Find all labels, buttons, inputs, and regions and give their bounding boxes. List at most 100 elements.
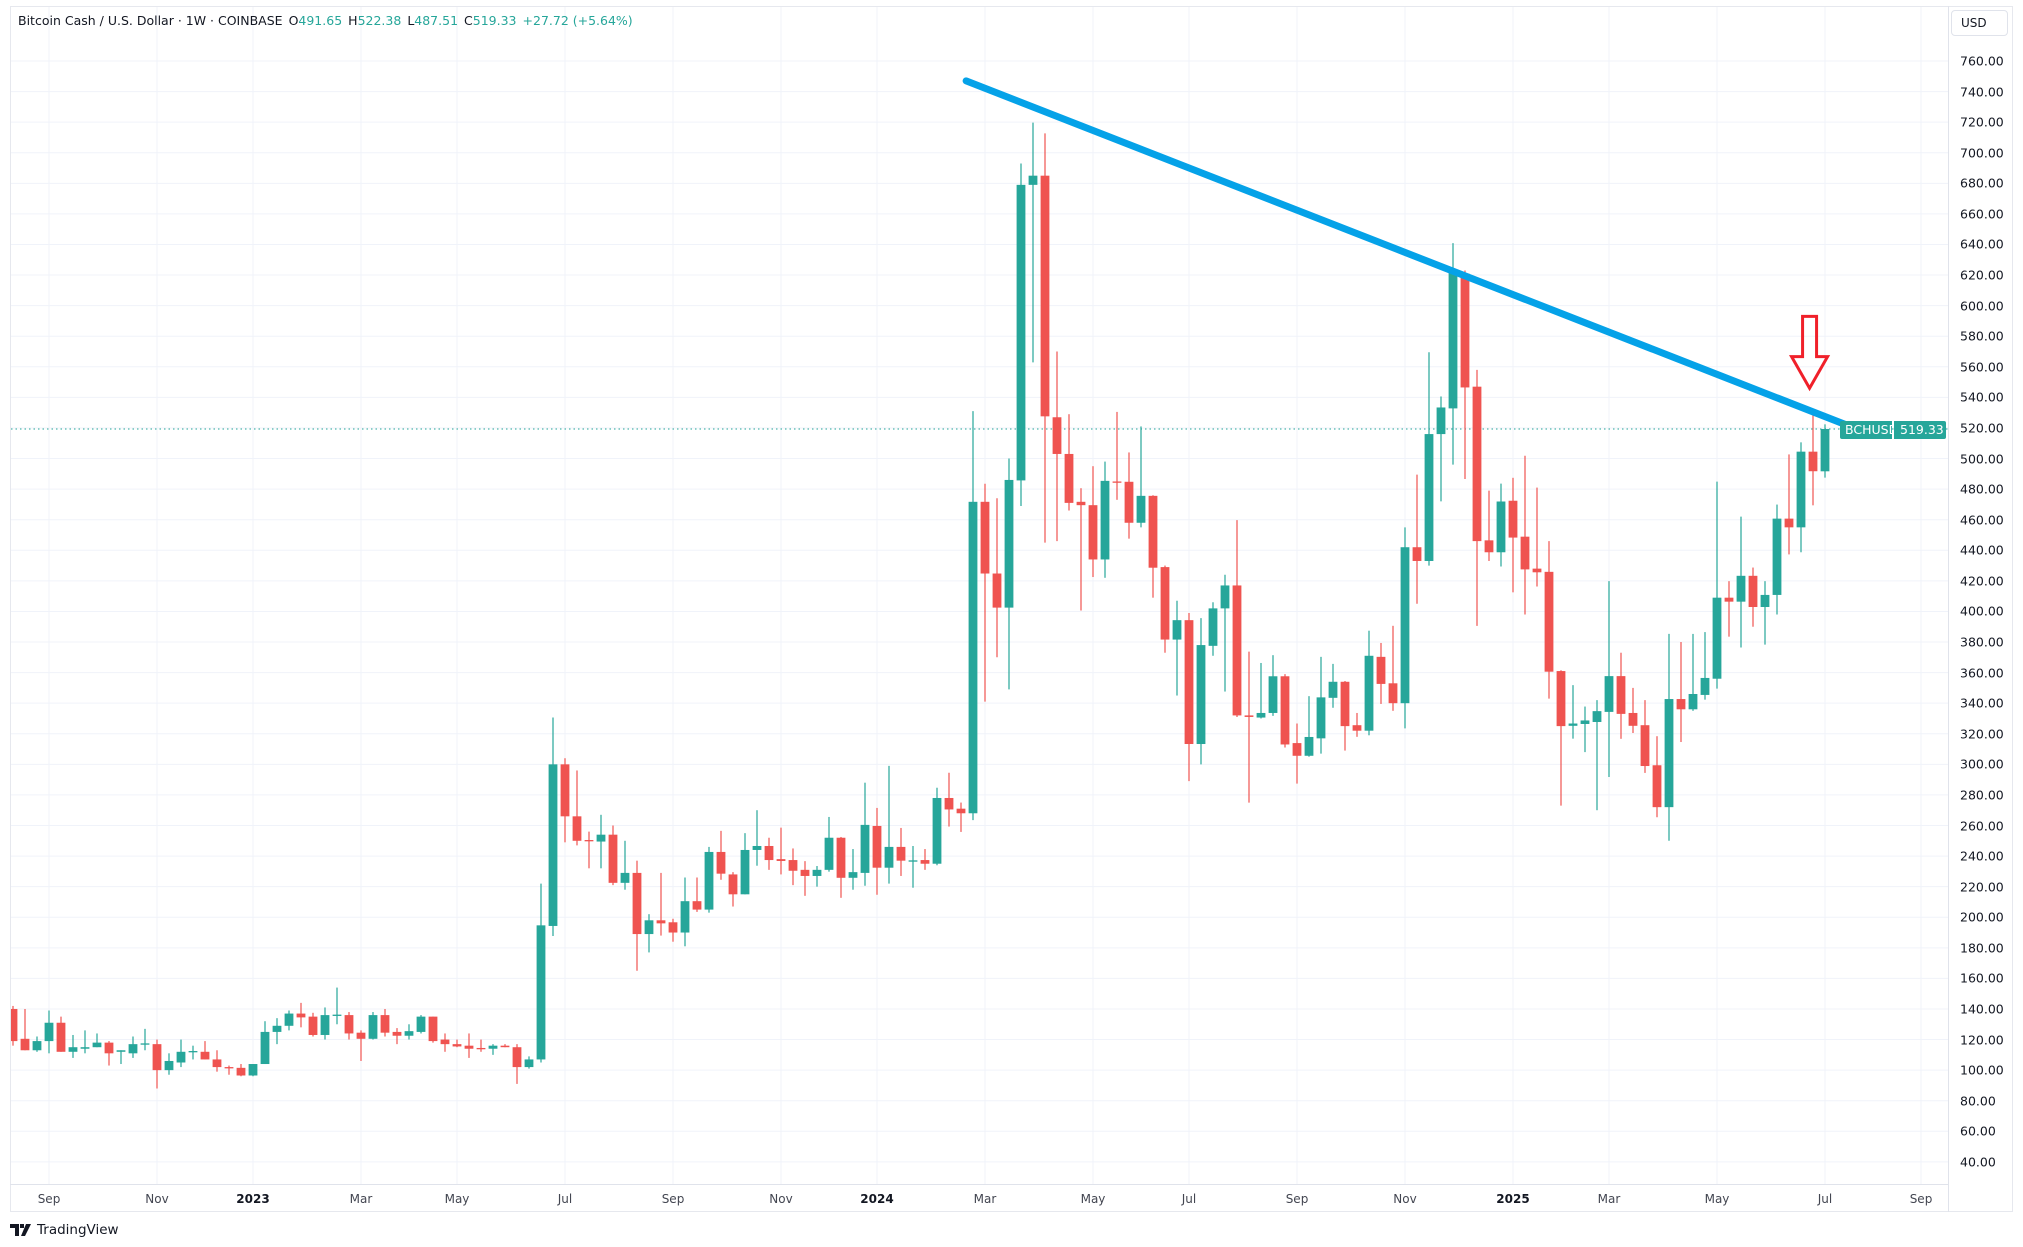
candle-up[interactable] — [704, 846, 714, 913]
candle-up[interactable] — [884, 765, 894, 884]
candle-down[interactable] — [152, 1039, 162, 1089]
candle-down[interactable] — [668, 918, 678, 942]
candle-up[interactable] — [932, 787, 942, 866]
candle-up[interactable] — [536, 883, 546, 1063]
candle-down[interactable] — [1532, 487, 1542, 587]
candle-down[interactable] — [1088, 466, 1098, 578]
candle-up[interactable] — [1712, 481, 1722, 689]
candle-down[interactable] — [944, 772, 954, 827]
candle-down[interactable] — [728, 872, 738, 907]
candle-up[interactable] — [1136, 426, 1146, 528]
candle-down[interactable] — [1472, 369, 1482, 626]
candle-down[interactable] — [512, 1044, 522, 1084]
candle-down[interactable] — [956, 802, 966, 832]
candle-down[interactable] — [1064, 414, 1074, 511]
candle-up[interactable] — [848, 849, 858, 890]
candle-down[interactable] — [104, 1041, 114, 1066]
candle-down[interactable] — [308, 1012, 318, 1037]
candle-up[interactable] — [812, 866, 822, 887]
candle-down[interactable] — [1376, 642, 1386, 704]
candle-up[interactable] — [680, 877, 690, 947]
candle-down[interactable] — [692, 877, 702, 912]
candle-up[interactable] — [752, 810, 762, 866]
candle-up[interactable] — [908, 845, 918, 888]
candle-down[interactable] — [1124, 452, 1134, 539]
candle-up[interactable] — [1364, 630, 1374, 736]
candle-up[interactable] — [80, 1030, 90, 1054]
candle-down[interactable] — [1616, 652, 1626, 739]
candle-down[interactable] — [56, 1016, 66, 1052]
candle-up[interactable] — [488, 1044, 498, 1055]
candle-up[interactable] — [92, 1033, 102, 1048]
candle-down[interactable] — [608, 825, 618, 886]
candle-down[interactable] — [764, 837, 774, 870]
candle-down[interactable] — [224, 1065, 234, 1075]
candle-down[interactable] — [344, 1012, 354, 1040]
candle-up[interactable] — [1256, 662, 1266, 719]
candle-up[interactable] — [1688, 633, 1698, 711]
candle-down[interactable] — [920, 849, 930, 870]
candle-down[interactable] — [20, 1008, 30, 1051]
candle-up[interactable] — [272, 1018, 282, 1045]
candle-down[interactable] — [800, 861, 810, 896]
candle-up[interactable] — [1496, 483, 1506, 567]
candle-down[interactable] — [1520, 455, 1530, 615]
candle-up[interactable] — [644, 914, 654, 953]
candle-up[interactable] — [1760, 581, 1770, 645]
candle-up[interactable] — [524, 1056, 534, 1069]
candle-up[interactable] — [176, 1039, 186, 1068]
candle-down[interactable] — [1280, 674, 1290, 748]
candle-down[interactable] — [1160, 565, 1170, 653]
candle-down[interactable] — [1784, 454, 1794, 555]
candle-down[interactable] — [1544, 541, 1554, 699]
candle-up[interactable] — [1592, 700, 1602, 811]
candle-up[interactable] — [320, 1007, 330, 1040]
candle-down[interactable] — [788, 848, 798, 886]
candle-down[interactable] — [476, 1039, 486, 1052]
candle-up[interactable] — [1016, 163, 1026, 506]
candle-up[interactable] — [416, 1015, 426, 1034]
candle-up[interactable] — [1220, 574, 1230, 692]
candle-up[interactable] — [248, 1064, 258, 1077]
trendline[interactable] — [962, 77, 1872, 437]
candle-up[interactable] — [1820, 424, 1830, 478]
candle-up[interactable] — [740, 833, 750, 895]
candle-down[interactable] — [1412, 474, 1422, 604]
candle-up[interactable] — [284, 1010, 294, 1031]
candle-up[interactable] — [1028, 122, 1038, 363]
candle-down[interactable] — [992, 498, 1002, 658]
candle-up[interactable] — [1664, 633, 1674, 841]
candle-up[interactable] — [44, 1010, 54, 1054]
candle-down[interactable] — [1292, 723, 1302, 784]
candle-down[interactable] — [1460, 270, 1470, 480]
candle-down[interactable] — [1556, 670, 1566, 806]
candle-down[interactable] — [716, 830, 726, 880]
candle-up[interactable] — [140, 1028, 150, 1051]
candle-down[interactable] — [1652, 736, 1662, 818]
candle-down[interactable] — [656, 872, 666, 936]
candle-down[interactable] — [1076, 488, 1086, 611]
candle-up[interactable] — [68, 1034, 78, 1058]
candle-down[interactable] — [1484, 490, 1494, 561]
candle-down[interactable] — [632, 860, 642, 971]
candle-down[interactable] — [428, 1016, 438, 1043]
candle-up[interactable] — [1304, 696, 1314, 757]
candle-up[interactable] — [332, 987, 342, 1025]
candle-down[interactable] — [1628, 687, 1638, 733]
candle-down[interactable] — [296, 1002, 306, 1028]
candle-up[interactable] — [116, 1050, 126, 1065]
candle-up[interactable] — [1772, 504, 1782, 615]
candle-down[interactable] — [560, 758, 570, 843]
candle-up[interactable] — [1196, 618, 1206, 765]
candle-up[interactable] — [188, 1045, 198, 1060]
candle-up[interactable] — [1796, 442, 1806, 553]
candle-down[interactable] — [1052, 351, 1062, 542]
candle-down[interactable] — [236, 1064, 246, 1077]
candle-down[interactable] — [500, 1044, 510, 1048]
candle-down[interactable] — [200, 1041, 210, 1060]
candle-down[interactable] — [9, 1005, 18, 1046]
candle-up[interactable] — [1448, 243, 1458, 465]
candle-up[interactable] — [968, 411, 978, 821]
candle-down[interactable] — [1676, 642, 1686, 743]
candle-up[interactable] — [1436, 396, 1446, 502]
